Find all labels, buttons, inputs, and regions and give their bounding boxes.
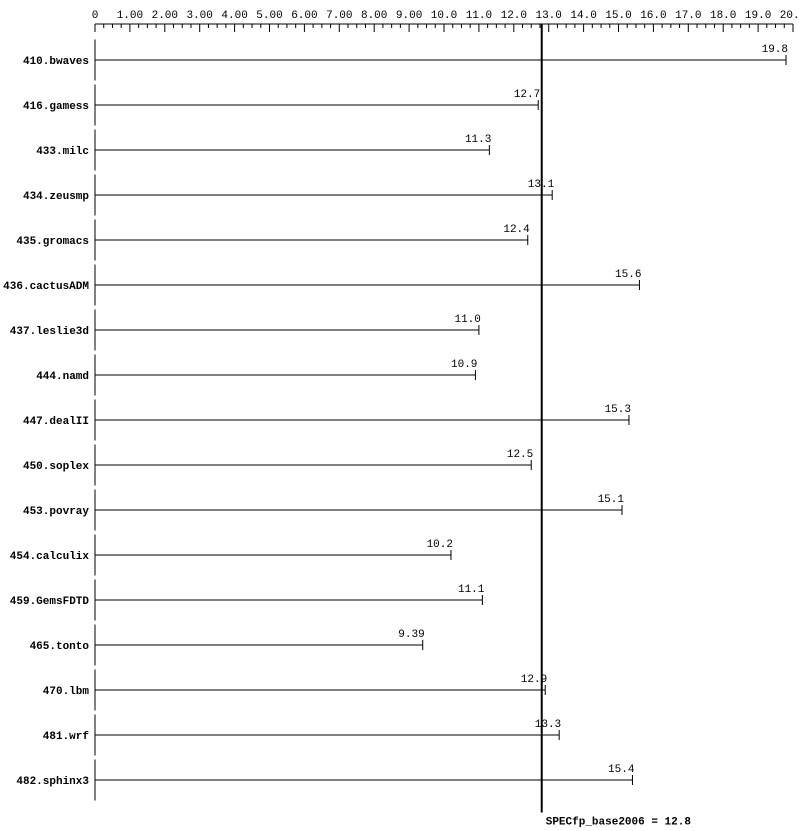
benchmark-label: 433.milc <box>36 146 89 158</box>
x-tick-label: 2.00 <box>152 10 178 22</box>
bar-value-label: 15.4 <box>608 764 635 776</box>
x-tick-label: 13.0 <box>535 10 561 22</box>
bar-value-label: 19.8 <box>762 44 788 56</box>
x-tick-label: 9.00 <box>396 10 422 22</box>
benchmark-label: 436.cactusADM <box>3 281 89 293</box>
x-tick-label: 15.0 <box>605 10 631 22</box>
x-tick-label: 19.0 <box>745 10 771 22</box>
bar-value-label: 12.7 <box>514 89 540 101</box>
benchmark-label: 447.dealII <box>23 416 89 428</box>
x-tick-label: 3.00 <box>186 10 212 22</box>
x-tick-label: 5.00 <box>256 10 282 22</box>
x-tick-label: 8.00 <box>361 10 387 22</box>
bar-value-label: 10.2 <box>427 539 453 551</box>
bar-value-label: 11.0 <box>454 314 480 326</box>
benchmark-label: 444.namd <box>36 371 89 383</box>
benchmark-label: 437.leslie3d <box>10 326 89 338</box>
chart-svg: 0 1.00 2.00 3.00 4.00 5.00 6.00 7.00 8.00 9.00 10.… <box>0 0 799 831</box>
x-tick-label: 1.00 <box>117 10 143 22</box>
spec-chart: 0 1.00 2.00 3.00 4.00 5.00 6.00 7.00 8.00 9.00 10.… <box>0 0 799 831</box>
bar-value-label: 9.39 <box>398 629 424 641</box>
benchmark-label: 481.wrf <box>43 731 90 743</box>
x-tick-label: 0 <box>92 10 99 22</box>
benchmark-label: 482.sphinx3 <box>16 776 89 788</box>
bar-value-label: 15.3 <box>605 404 631 416</box>
benchmark-label: 450.soplex <box>23 461 89 473</box>
reference-label: SPECfp_base2006 = 12.8 <box>546 817 692 829</box>
x-tick-label: 7.00 <box>326 10 352 22</box>
x-tick-label: 17.0 <box>675 10 701 22</box>
benchmark-label: 465.tonto <box>30 641 90 653</box>
benchmark-label: 453.povray <box>23 506 89 518</box>
x-tick-label: 6.00 <box>291 10 317 22</box>
bar-value-label: 11.3 <box>465 134 491 146</box>
x-tick-label: 11.0 <box>466 10 492 22</box>
benchmark-label: 459.GemsFDTD <box>10 596 90 608</box>
x-tick-label: 12.0 <box>501 10 527 22</box>
x-tick-label: 18.0 <box>710 10 736 22</box>
bar-value-label: 12.4 <box>503 224 530 236</box>
benchmark-label: 435.gromacs <box>16 236 89 248</box>
bar-value-label: 13.3 <box>535 719 561 731</box>
benchmark-label: 410.bwaves <box>23 56 89 68</box>
bar-value-label: 10.9 <box>451 359 477 371</box>
benchmark-label: 416.gamess <box>23 101 89 113</box>
x-tick-label: 16.0 <box>640 10 666 22</box>
bar-value-label: 15.6 <box>615 269 641 281</box>
x-tick-label: 14.0 <box>570 10 596 22</box>
x-tick-label: 20.0 <box>780 10 799 22</box>
benchmark-label: 470.lbm <box>43 686 90 698</box>
bar-value-label: 15.1 <box>598 494 625 506</box>
bar-value-label: 11.1 <box>458 584 485 596</box>
benchmark-label: 434.zeusmp <box>23 191 89 203</box>
x-tick-label: 10.0 <box>431 10 457 22</box>
bar-value-label: 12.5 <box>507 449 533 461</box>
x-tick-label: 4.00 <box>221 10 247 22</box>
benchmark-label: 454.calculix <box>10 551 90 563</box>
bar-value-label: 12.9 <box>521 674 547 686</box>
